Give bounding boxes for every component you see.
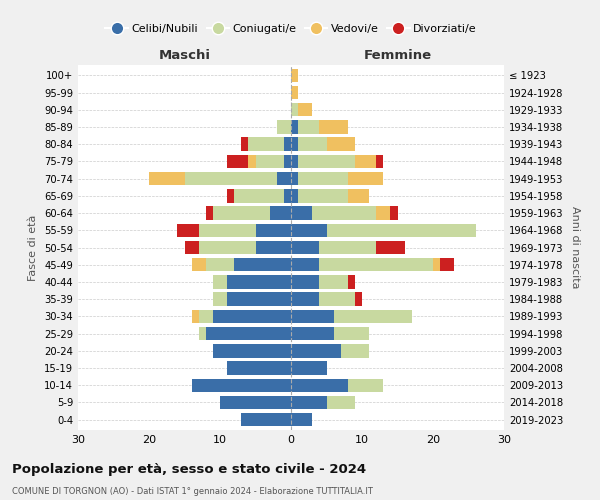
Bar (185, 172, 277, 186)
Bar (341, 344, 369, 358)
Bar (227, 189, 234, 202)
Bar (256, 241, 291, 254)
Bar (199, 241, 256, 254)
Bar (241, 138, 248, 151)
Bar (206, 327, 291, 340)
Bar (213, 310, 291, 323)
Bar (213, 292, 227, 306)
Bar (348, 172, 383, 186)
Bar (234, 258, 291, 272)
Bar (440, 258, 454, 272)
Bar (348, 378, 383, 392)
Bar (220, 396, 291, 409)
Bar (291, 172, 298, 186)
Bar (298, 138, 326, 151)
Bar (213, 206, 270, 220)
Bar (334, 310, 412, 323)
Bar (284, 138, 291, 151)
Bar (291, 258, 319, 272)
Bar (191, 310, 199, 323)
Bar (376, 206, 391, 220)
Bar (291, 103, 298, 117)
Bar (256, 154, 284, 168)
Bar (298, 154, 355, 168)
Bar (319, 292, 355, 306)
Bar (291, 224, 326, 237)
Bar (355, 154, 376, 168)
Bar (391, 206, 398, 220)
Bar (291, 138, 298, 151)
Bar (334, 327, 369, 340)
Bar (291, 206, 313, 220)
Bar (298, 103, 313, 117)
Bar (291, 275, 319, 288)
Bar (191, 258, 206, 272)
Bar (199, 327, 206, 340)
Bar (291, 68, 298, 82)
Bar (348, 189, 369, 202)
Bar (291, 413, 313, 426)
Text: Popolazione per età, sesso e stato civile - 2024: Popolazione per età, sesso e stato civil… (12, 462, 366, 475)
Bar (277, 120, 291, 134)
Bar (291, 310, 334, 323)
Y-axis label: Fasce di età: Fasce di età (28, 214, 38, 280)
Bar (213, 344, 291, 358)
Bar (291, 362, 326, 374)
Text: Maschi: Maschi (158, 50, 211, 62)
Bar (206, 258, 234, 272)
Bar (326, 224, 476, 237)
Bar (149, 172, 185, 186)
Bar (291, 378, 348, 392)
Text: COMUNE DI TORGNON (AO) - Dati ISTAT 1° gennaio 2024 - Elaborazione TUTTITALIA.IT: COMUNE DI TORGNON (AO) - Dati ISTAT 1° g… (12, 488, 373, 496)
Bar (284, 154, 291, 168)
Bar (326, 138, 355, 151)
Bar (199, 224, 256, 237)
Bar (348, 275, 355, 288)
Bar (355, 292, 362, 306)
Bar (291, 86, 298, 100)
Bar (291, 154, 298, 168)
Bar (291, 189, 298, 202)
Bar (291, 327, 334, 340)
Bar (291, 241, 319, 254)
Bar (227, 154, 248, 168)
Bar (319, 258, 433, 272)
Bar (376, 154, 383, 168)
Bar (227, 292, 291, 306)
Bar (291, 396, 326, 409)
Bar (319, 120, 348, 134)
Bar (284, 189, 291, 202)
Bar (291, 120, 298, 134)
Bar (291, 344, 341, 358)
Bar (319, 275, 348, 288)
Bar (277, 172, 291, 186)
Text: Femmine: Femmine (364, 50, 431, 62)
Bar (256, 224, 291, 237)
Bar (206, 206, 213, 220)
Bar (291, 292, 319, 306)
Bar (326, 396, 355, 409)
Bar (270, 206, 291, 220)
Bar (185, 241, 199, 254)
Bar (227, 362, 291, 374)
Bar (376, 241, 404, 254)
Bar (298, 120, 319, 134)
Bar (227, 275, 291, 288)
Bar (433, 258, 440, 272)
Bar (248, 138, 284, 151)
Bar (213, 275, 227, 288)
Bar (298, 172, 348, 186)
Bar (241, 413, 291, 426)
Bar (191, 378, 291, 392)
Bar (319, 241, 376, 254)
Legend: Celibi/Nubili, Coniugati/e, Vedovi/e, Divorziati/e: Celibi/Nubili, Coniugati/e, Vedovi/e, Di… (101, 20, 481, 38)
Bar (298, 189, 348, 202)
Bar (199, 310, 213, 323)
Y-axis label: Anni di nascita: Anni di nascita (570, 206, 580, 289)
Bar (178, 224, 199, 237)
Bar (248, 154, 256, 168)
Bar (313, 206, 376, 220)
Bar (234, 189, 284, 202)
